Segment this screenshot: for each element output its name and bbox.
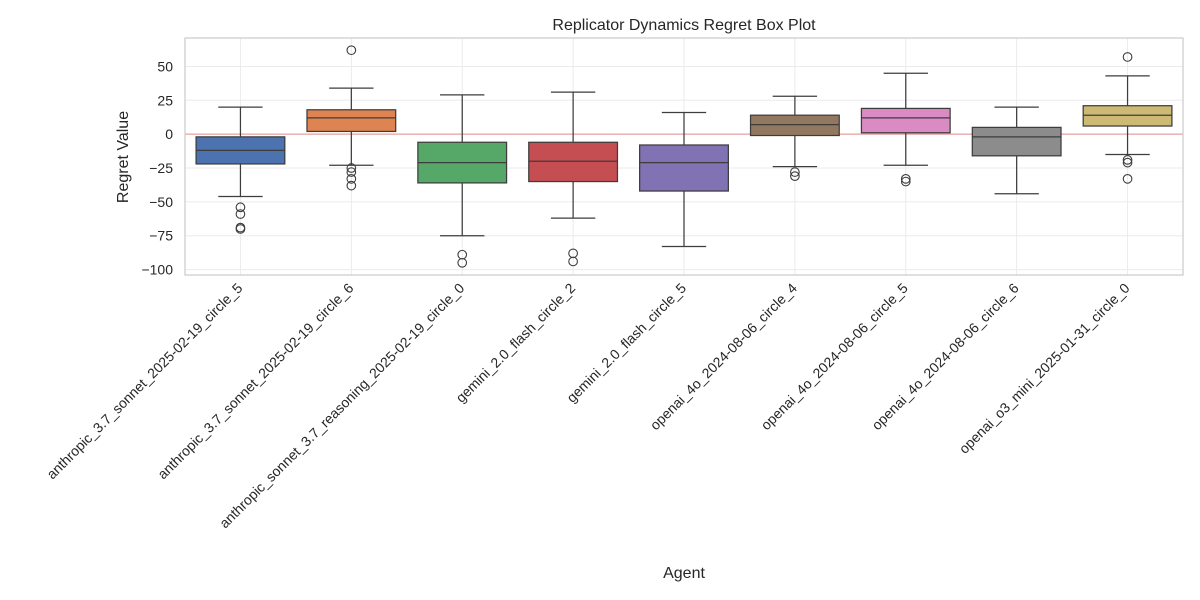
- box-group: [528, 91, 619, 267]
- outlier-point: [457, 257, 468, 268]
- outlier-point: [235, 202, 246, 213]
- y-axis-label: Regret Value: [115, 111, 132, 203]
- box-group: [639, 111, 729, 248]
- outlier-point: [900, 173, 911, 184]
- outlier-point: [1122, 52, 1133, 62]
- plot-frame: [184, 37, 1184, 276]
- box-iqr: [860, 107, 951, 134]
- x-tick-label: openai_o3_mini_2025-01-31_circle_0: [956, 280, 1133, 457]
- outlier-point: [1122, 155, 1133, 165]
- outlier-point: [346, 173, 357, 184]
- outlier-point: [235, 224, 246, 234]
- outlier-point: [346, 180, 357, 191]
- x-tick-label: anthropic_3.7_sonnet_2025-02-19_circle_5: [43, 280, 245, 482]
- x-tick-label: anthropic_sonnet_3.7_reasoning_2025-02-1…: [216, 280, 467, 531]
- x-tick-labels: anthropic_3.7_sonnet_2025-02-19_circle_5…: [43, 280, 1133, 531]
- box-group: [1082, 52, 1173, 184]
- box-layer: [195, 45, 1173, 268]
- box-group: [417, 94, 508, 268]
- chart-title: Replicator Dynamics Regret Box Plot: [552, 17, 816, 34]
- y-tick-labels: 50 25 0 −25 −50 −75 −100: [141, 58, 173, 277]
- outlier-point: [235, 209, 246, 219]
- outlier-point: [346, 167, 357, 177]
- outlier-point: [900, 176, 911, 187]
- x-tick-label: gemini_2.0_flash_circle_2: [452, 280, 578, 406]
- box-iqr: [528, 141, 619, 183]
- y-tick-label: −25: [149, 160, 173, 176]
- x-tick-label: gemini_2.0_flash_circle_5: [563, 280, 689, 406]
- outlier-point: [790, 167, 800, 177]
- box-group: [860, 72, 951, 187]
- box-iqr: [306, 109, 397, 133]
- y-tick-label: −100: [141, 262, 173, 278]
- box-group: [195, 106, 286, 234]
- box-iqr: [1082, 105, 1173, 127]
- y-tick-label: 25: [157, 92, 173, 108]
- outlier-point: [568, 256, 578, 267]
- x-tick-label: anthropic_3.7_sonnet_2025-02-19_circle_6: [154, 280, 356, 482]
- outlier-point: [1122, 173, 1133, 184]
- box-iqr: [971, 126, 1062, 157]
- x-axis-label: Agent: [663, 565, 705, 582]
- box-iqr: [749, 114, 840, 137]
- box-group: [306, 45, 397, 191]
- box-group: [749, 95, 840, 181]
- box-iqr: [639, 144, 729, 192]
- y-tick-label: −75: [149, 228, 173, 244]
- outlier-point: [346, 163, 357, 173]
- outlier-point: [790, 171, 800, 181]
- box-group: [971, 106, 1062, 195]
- y-tick-label: −50: [149, 194, 173, 210]
- y-tick-label: 0: [165, 126, 173, 142]
- outlier-point: [346, 45, 357, 56]
- y-tick-label: 50: [157, 58, 173, 74]
- outlier-point: [1122, 157, 1133, 168]
